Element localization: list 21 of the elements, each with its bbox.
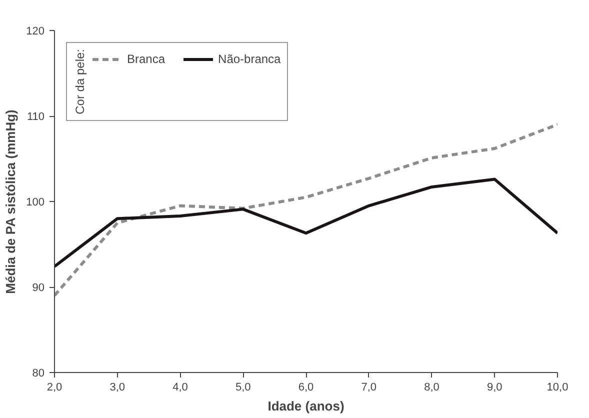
legend-label: Não-branca xyxy=(218,52,281,66)
x-tick-label: 10,0 xyxy=(546,382,568,394)
x-tick-label: 3,0 xyxy=(110,382,126,394)
y-tick-label: 100 xyxy=(26,196,45,208)
legend-label: Branca xyxy=(127,52,166,66)
line-series xyxy=(54,123,558,298)
y-tick-label: 110 xyxy=(26,111,45,123)
y-tick-label: 80 xyxy=(32,368,45,380)
x-tick-label: 2,0 xyxy=(46,382,62,394)
x-tick-label: 6,0 xyxy=(298,382,314,394)
x-tick-label: 7,0 xyxy=(361,382,377,394)
y-axis-title: Média de PA sistólica (mmHg) xyxy=(3,110,18,294)
x-tick-label: 8,0 xyxy=(424,382,440,394)
y-tick-label: 120 xyxy=(26,26,45,38)
x-tick-label: 5,0 xyxy=(235,382,251,394)
x-axis-title: Idade (anos) xyxy=(268,398,344,414)
line-series xyxy=(54,178,558,268)
y-tick-label: 90 xyxy=(32,282,45,294)
x-tick-label: 4,0 xyxy=(172,382,188,394)
x-tick-label: 9,0 xyxy=(486,382,502,394)
legend-title: Cor da pele: xyxy=(73,49,87,114)
